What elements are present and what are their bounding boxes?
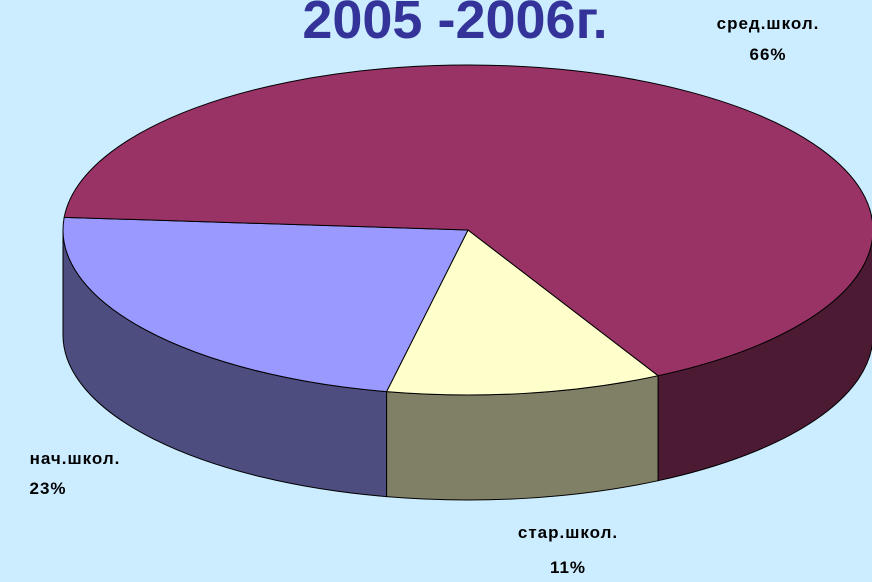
chart-title: 2005 -2006г. (302, 0, 607, 50)
slice-value-label: 23% (29, 479, 66, 498)
slice-label: нач.школ. (30, 449, 121, 468)
slice-label: стар.школ. (518, 523, 618, 542)
slice (62, 216, 469, 393)
slice (385, 229, 660, 396)
slice-label: сред.школ. (717, 14, 820, 33)
slice (63, 64, 872, 377)
slice-value-label: 11% (550, 558, 586, 577)
slice-value-label: 66% (749, 45, 786, 64)
